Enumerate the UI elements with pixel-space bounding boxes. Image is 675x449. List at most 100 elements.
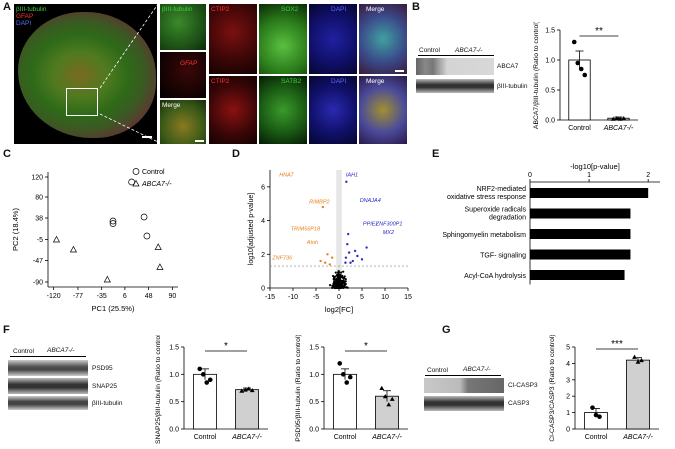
chart-d: -15 -10 -5 0 5 10 15 0 2 4 6 log2[FC] log10[adjusted… [248,170,412,314]
y-tick-label: 0.5 [309,399,319,406]
chart-b: 0.0 0.5 1.0 1.5 ABCA7/βIII-tubulin (Ratio to… [533,22,638,132]
category-label: Sphingomyelin metabolism [442,232,526,239]
category-label: TGF- signaling [480,253,526,260]
data-point [52,235,61,243]
bar [530,270,625,280]
ns-point [337,271,341,274]
ns-point [332,281,336,285]
up-point [345,180,348,183]
panel-label-b: B [412,1,420,13]
merge-row2-image [359,76,407,144]
ns-point [340,271,343,274]
y-axis-label: PSD95/βIII-tubulin (Ratio to control) [295,335,302,442]
down-point [328,263,331,266]
blot-f-band-snap25: SNAP25 [92,383,117,390]
y-axis-label: ABCA7/βIII-tubulin (Ratio to control) [533,22,540,129]
down-point [321,205,325,209]
blot-b-group-line [418,55,494,56]
chart-c: -120 -77 -35 6 48 90 -90 -47 -5 38 80 120 PC1 (25.5%… [11,168,178,313]
x-tick-label: Control [568,125,591,132]
blot-b-band-abca7: ABCA7 [497,63,519,70]
x-tick-label: -120 [47,293,61,300]
data-point [143,232,151,240]
satb2-row2-image [259,76,307,144]
inset-label-gfap: GFAP [180,60,198,67]
up-point [344,256,348,259]
dapi-row1-image [309,4,357,74]
chart-e: -log10[p-value] 0 1 2 NRF2-mediatedoxidative… [442,162,660,285]
x-tick-label: 15 [404,294,412,301]
up-point [344,261,347,264]
up-gene-label: PPIEL [363,222,379,228]
ns-point [341,274,344,277]
ns-point [334,271,337,274]
data-point [575,60,581,66]
y-tick-label: -90 [33,280,43,287]
ns-point [334,278,337,281]
x-tick-label: Control [194,434,217,441]
ns-point [340,279,343,282]
ns-point [328,284,332,287]
data-point [614,116,620,121]
row1-label-dapi: DAPI [331,6,347,13]
y-tick-label: 2 [566,394,570,401]
ns-point [341,282,344,285]
y-tick-label: 0.5 [169,399,179,406]
blot-b-abca7-band [416,58,494,75]
x-tick-label: ABCA7-/- [371,434,402,441]
up-point [346,242,349,246]
y-tick-label: 0.0 [309,427,319,434]
up-point [351,259,354,263]
data-point [632,354,637,359]
scale-bar [395,70,404,72]
data-point [590,405,595,410]
row2-label-ctip2: CTIP2 [211,78,230,85]
ns-point [338,278,341,281]
y-tick-label: 38 [35,216,43,223]
down-point [326,253,329,256]
blot-g-control-label: Control [427,367,448,374]
y-tick-label: 1.5 [545,28,555,35]
data-point [128,178,136,186]
data-point [635,359,641,364]
inset-b3-tubulin-image [160,4,206,50]
up-point [360,258,364,261]
data-point [200,372,206,377]
row2-label-satb2: SATB2 [281,78,302,85]
category-label: Superoxide radicals [465,207,527,214]
inset-label-b3-tubulin: βIII-tubulin [162,6,193,13]
up-point [353,249,357,253]
data-point [379,385,385,390]
legend-marker [132,179,140,187]
x-tick-label: 1 [587,172,591,179]
data-point [597,414,602,419]
up-gene-label: MX2 [383,230,394,236]
legend-marker [132,168,140,175]
ns-point [331,274,335,278]
y-axis-label: log10[adjusted p-value] [248,193,255,265]
data-point [617,116,623,121]
blot-g-casp3-band [424,396,504,411]
x-tick-label: 90 [168,293,176,300]
category-label: degradation [489,215,526,222]
data-point [347,374,353,380]
data-point [249,387,255,393]
y-axis-label: Cl-CASP3/CASP3 (Ratio to control) [549,335,556,442]
data-point [386,402,392,407]
y-tick-label: 1.5 [309,345,319,352]
legend-dapi: DAPI [16,20,32,27]
up-point [347,251,351,254]
category-label: oxidative stress response [447,194,526,201]
data-point [389,396,395,401]
blot-b-abca7-label: ABCA7-/- [455,47,483,54]
x-tick-label: -77 [73,293,83,300]
panel-label-c: C [3,148,11,160]
x-tick-label: -5 [313,294,319,301]
y-tick-label: 2 [261,252,265,259]
data-point [242,387,248,392]
blot-b-control-label: Control [419,47,440,54]
data-point [246,386,252,391]
y-tick-label: 4 [566,361,570,368]
x-tick-label: Control [334,434,357,441]
ctip2-row1-image [209,4,257,74]
